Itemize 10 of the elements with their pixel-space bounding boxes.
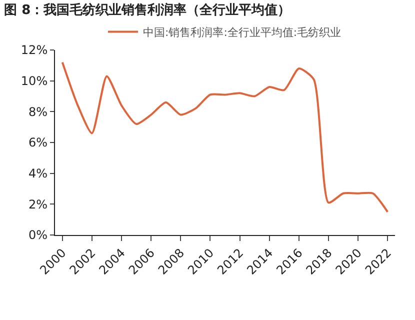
line-series [61, 61, 389, 213]
y-tick-label: 12% [20, 43, 48, 58]
legend-label: 中国:销售利润率:全行业平均值:毛纺织业 [143, 26, 342, 40]
y-tick-label: 4% [28, 166, 48, 181]
y-tick-label: 10% [20, 74, 48, 88]
y-tick-label: 0% [28, 228, 48, 242]
chart-title: 图 8：我国毛纺织业销售利润率（全行业平均值） [4, 2, 291, 18]
y-tick-label: 8% [28, 104, 48, 119]
y-tick-label: 6% [28, 136, 48, 150]
y-tick-label: 2% [28, 197, 48, 212]
